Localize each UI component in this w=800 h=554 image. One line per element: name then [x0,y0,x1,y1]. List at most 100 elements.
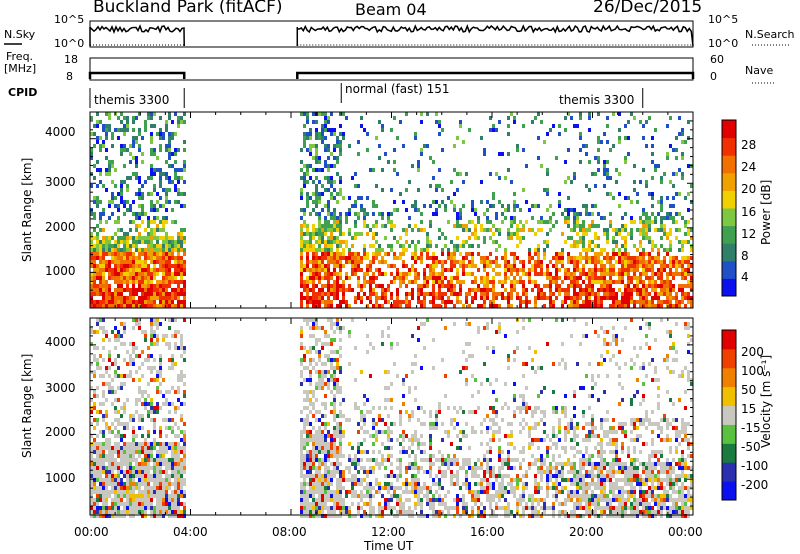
heatmap-cell [318,370,321,374]
heatmap-cell [171,252,174,256]
heatmap-cell [174,434,177,438]
heatmap-cell [183,284,186,288]
heatmap-cell [618,304,621,308]
heatmap-cell [147,442,150,446]
heatmap-cell [312,168,315,172]
heatmap-cell [312,296,315,300]
heatmap-cell [609,272,612,276]
heatmap-cell [312,280,315,284]
heatmap-cell [510,220,513,224]
heatmap-cell [171,288,174,292]
heatmap-cell [546,284,549,288]
heatmap-cell [180,510,183,514]
heatmap-cell [372,346,375,350]
heatmap-cell [138,284,141,288]
heatmap-cell [450,276,453,280]
heatmap-cell [114,204,117,208]
heatmap-cell [510,272,513,276]
heatmap-cell [144,390,147,394]
heatmap-cell [582,224,585,228]
heatmap-cell [387,490,390,494]
heatmap-cell [570,208,573,212]
heatmap-cell [363,402,366,406]
heatmap-cell [108,236,111,240]
heatmap-cell [606,260,609,264]
heatmap-cell [174,442,177,446]
heatmap-cell [117,454,120,458]
heatmap-cell [171,318,174,322]
heatmap-cell [354,494,357,498]
heatmap-cell [99,498,102,502]
heatmap-cell [330,434,333,438]
heatmap-cell [102,442,105,446]
heatmap-cell [597,160,600,164]
heatmap-cell [183,260,186,264]
heatmap-cell [336,136,339,140]
heatmap-cell [459,172,462,176]
heatmap-cell [300,176,303,180]
heatmap-cell [471,256,474,260]
heatmap-cell [123,510,126,514]
heatmap-cell [141,192,144,196]
heatmap-cell [111,462,114,466]
heatmap-cell [471,280,474,284]
heatmap-cell [465,172,468,176]
heatmap-cell [318,216,321,220]
heatmap-cell [435,304,438,308]
heatmap-cell [141,236,144,240]
heatmap-cell [573,176,576,180]
heatmap-cell [405,486,408,490]
heatmap-cell [354,346,357,350]
heatmap-cell [405,232,408,236]
heatmap-cell [138,442,141,446]
heatmap-cell [657,272,660,276]
heatmap-cell [99,458,102,462]
heatmap-cell [144,442,147,446]
heatmap-cell [555,276,558,280]
heatmap-cell [354,252,357,256]
heatmap-cell [174,188,177,192]
heatmap-cell [690,272,693,276]
heatmap-cell [603,248,606,252]
heatmap-cell [606,292,609,296]
heatmap-cell [174,478,177,482]
heatmap-cell [141,482,144,486]
heatmap-cell [642,268,645,272]
heatmap-cell [150,446,153,450]
heatmap-cell [177,304,180,308]
heatmap-cell [360,196,363,200]
heatmap-cell [312,120,315,124]
heatmap-cell [306,252,309,256]
heatmap-cell [135,244,138,248]
heatmap-cell [102,510,105,514]
heatmap-cell [174,490,177,494]
heatmap-cell [318,478,321,482]
heatmap-cell [312,318,315,322]
heatmap-cell [390,494,393,498]
heatmap-cell [393,300,396,304]
heatmap-cell [300,248,303,252]
heatmap-cell [393,200,396,204]
heatmap-cell [453,208,456,212]
heatmap-cell [462,272,465,276]
heatmap-cell [138,322,141,326]
heatmap-cell [129,418,132,422]
heatmap-cell [102,276,105,280]
heatmap-cell [552,292,555,296]
heatmap-cell [603,172,606,176]
heatmap-cell [321,462,324,466]
heatmap-cell [309,506,312,510]
heatmap-cell [117,240,120,244]
heatmap-cell [450,260,453,264]
heatmap-cell [345,300,348,304]
heatmap-cell [612,304,615,308]
heatmap-cell [318,196,321,200]
heatmap-cell [306,172,309,176]
heatmap-cell [441,458,444,462]
heatmap-cell [159,502,162,506]
heatmap-cell [498,264,501,268]
heatmap-cell [135,506,138,510]
heatmap-cell [555,260,558,264]
heatmap-cell [333,454,336,458]
heatmap-cell [456,276,459,280]
